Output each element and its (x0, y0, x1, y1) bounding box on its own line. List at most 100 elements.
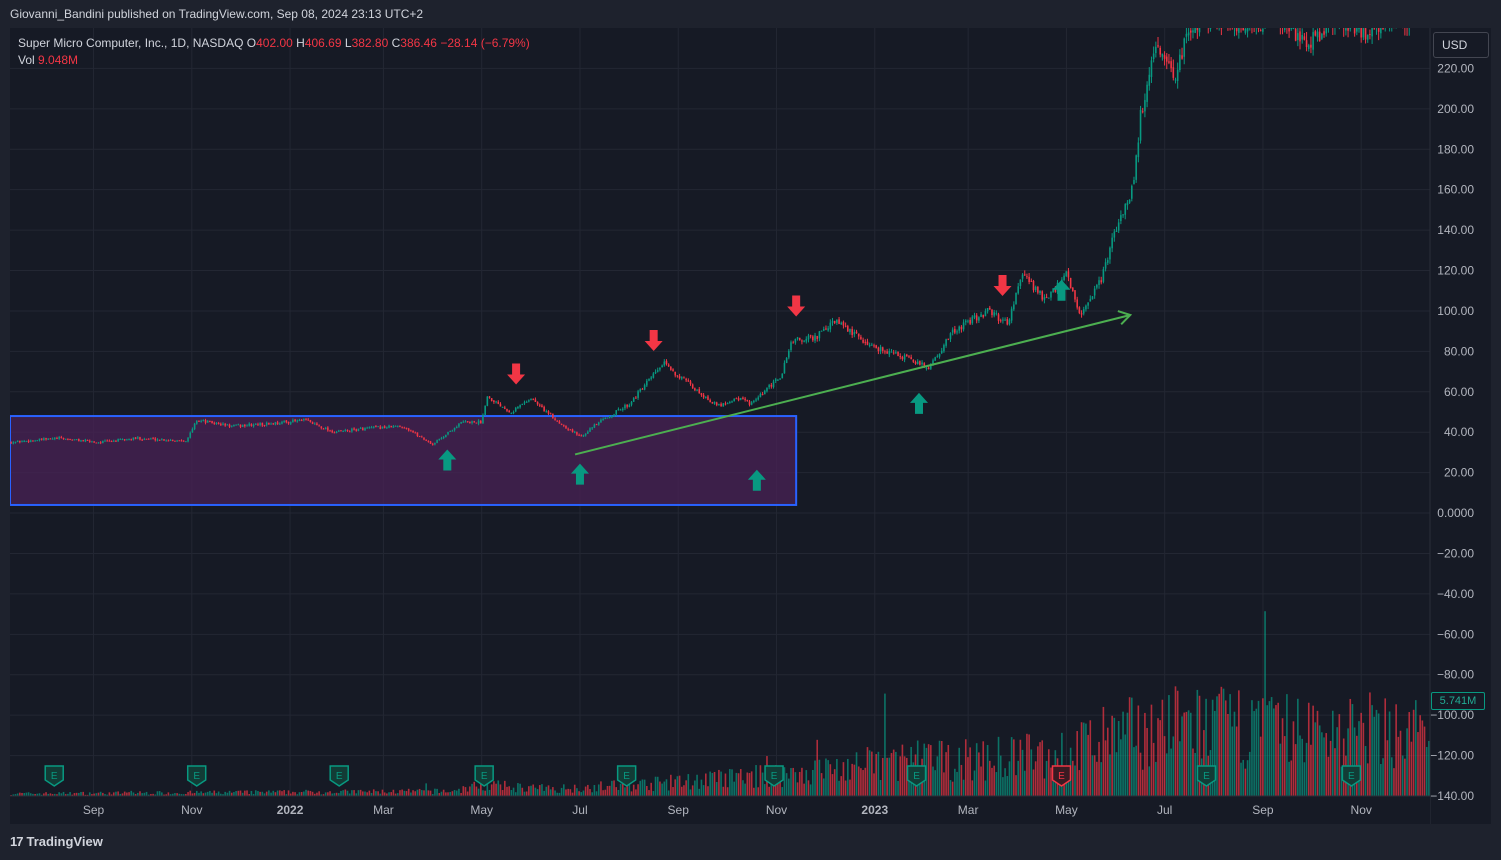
candle-body (1345, 28, 1347, 31)
volume-bar (523, 791, 526, 796)
price-tick-label: 60.00 (1444, 385, 1474, 399)
candle-body (646, 380, 648, 386)
earnings-marker-icon (1196, 765, 1217, 787)
candle-body (691, 384, 694, 389)
volume-bar (36, 793, 39, 796)
candle-body (643, 385, 646, 390)
volume-bar (47, 793, 50, 796)
volume-bar (613, 780, 615, 796)
volume-bar (547, 785, 550, 796)
candle-body (847, 326, 849, 332)
candle-body (412, 430, 414, 433)
volume-bar (45, 792, 47, 796)
volume-bar (390, 792, 393, 796)
volume-bar (689, 789, 692, 796)
volume-bar (504, 780, 506, 796)
candle-body (556, 420, 559, 422)
candle-body (248, 423, 251, 426)
currency-button[interactable]: USD (1433, 32, 1489, 58)
volume-bar (442, 789, 445, 796)
candle-body (720, 403, 722, 407)
volume-bar (517, 783, 519, 796)
volume-bar (108, 792, 111, 796)
candle-body (729, 401, 731, 403)
volume-bar (801, 767, 803, 796)
candle-body (1076, 299, 1078, 308)
volume-bar (298, 792, 301, 796)
volume-bar (1181, 716, 1183, 796)
candle-body (565, 425, 567, 429)
volume-bar (978, 752, 980, 796)
candle-body (975, 315, 978, 321)
volume-bar (558, 792, 561, 796)
volume-bar (156, 791, 159, 796)
candle-body (1113, 231, 1116, 238)
volume-bar (27, 792, 30, 796)
candle-body (158, 439, 161, 441)
volume-bar (567, 788, 569, 796)
candle-body (875, 345, 877, 349)
candle-body (628, 405, 631, 407)
candle-body (1323, 31, 1325, 35)
price-tick-label: 200.00 (1437, 102, 1474, 116)
candle-body (1371, 28, 1373, 37)
candle-body (626, 404, 628, 407)
candle-body (1017, 286, 1019, 294)
candle-body (60, 436, 63, 438)
candle-body (421, 436, 423, 438)
candle-body (803, 340, 805, 342)
volume-bar (235, 791, 237, 796)
candle-body (798, 337, 801, 340)
candle-body (877, 347, 880, 352)
candle-body (936, 356, 939, 358)
volume-bar (602, 790, 604, 796)
volume-bar (881, 757, 884, 796)
earnings-marker-label: E (623, 771, 630, 782)
volume-bar (1281, 718, 1284, 796)
volume-bar (75, 792, 78, 796)
time-tick-label: Sep (668, 803, 690, 817)
candle-body (224, 423, 226, 426)
tradingview-logo[interactable]: 17 TradingView (10, 834, 103, 849)
price-tick-label: 120.00 (1437, 264, 1474, 278)
volume-bar (80, 791, 82, 796)
volume-bar (777, 774, 779, 796)
candle-body (1294, 28, 1297, 41)
volume-bar (82, 791, 84, 796)
volume-bar (827, 760, 829, 796)
candle-body (1085, 305, 1087, 310)
volume-bar (1010, 737, 1013, 796)
volume-bar (1423, 726, 1426, 796)
volume-bar (1030, 749, 1033, 796)
volume-bar (99, 791, 102, 796)
candle-body (1039, 290, 1041, 294)
volume-bar (1214, 710, 1216, 796)
volume-bar (639, 780, 642, 796)
candle-body (1091, 296, 1094, 300)
candle-body (220, 423, 222, 426)
volume-bar (1168, 695, 1170, 796)
volume-bar (525, 791, 528, 796)
candle-body (713, 401, 716, 404)
volume-bar (635, 789, 637, 796)
price-chart[interactable]: E E E E E E E E E E 220.00 200.00 180.00 160.00 140.0… (10, 28, 1491, 824)
candle-body (469, 421, 471, 424)
candle-body (1353, 28, 1356, 34)
candle-body (903, 355, 906, 360)
volume-bar (1163, 736, 1166, 796)
candle-body (333, 432, 336, 434)
volume-bar (595, 791, 598, 796)
candle-body (637, 391, 639, 398)
candle-body (346, 429, 349, 431)
volume-bar (1174, 686, 1177, 796)
volume-bar (1386, 740, 1389, 796)
volume-bar (130, 790, 133, 796)
volume-bar (1412, 709, 1415, 796)
candle-body (534, 399, 537, 402)
volume-bar (643, 779, 646, 796)
time-tick-label: May (1055, 803, 1078, 817)
volume-bar (150, 793, 152, 796)
candle-body (567, 428, 569, 430)
volume-bar (571, 792, 574, 796)
candle-body (154, 438, 157, 441)
